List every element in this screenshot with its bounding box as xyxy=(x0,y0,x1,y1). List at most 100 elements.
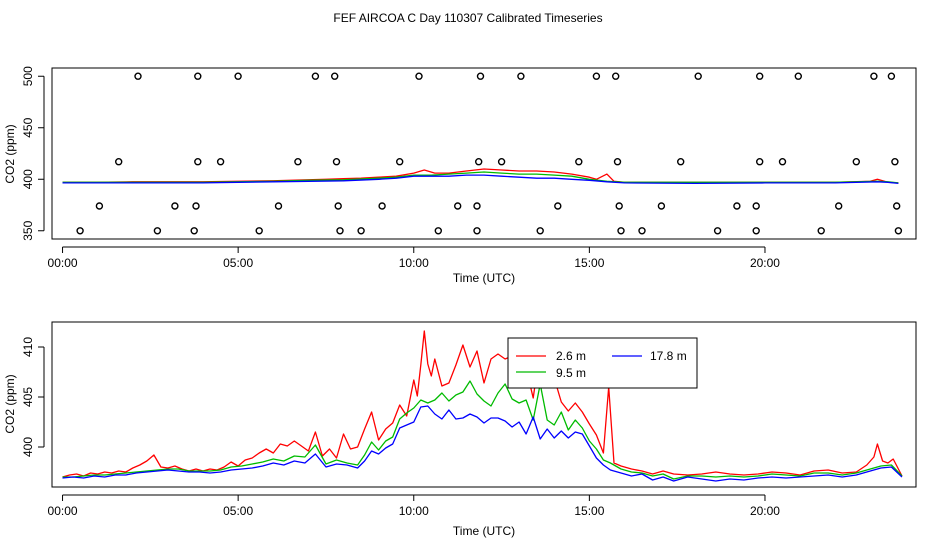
calibration-point xyxy=(733,202,741,210)
top-plot-frame xyxy=(51,67,917,240)
calibration-point xyxy=(274,202,283,210)
calibration-point xyxy=(657,202,666,210)
bottom-x-tick-label: 05:00 xyxy=(223,504,253,518)
calibration-point xyxy=(311,72,320,80)
calibration-point xyxy=(475,157,483,166)
top-x-tick-label: 15:00 xyxy=(574,256,604,270)
calibration-point xyxy=(114,157,123,166)
calibration-point xyxy=(334,202,342,210)
bottom-x-tick-label: 00:00 xyxy=(48,504,78,518)
top-y-tick-label: 500 xyxy=(21,66,35,86)
calibration-point xyxy=(677,157,685,166)
bottom-y-tick-label: 405 xyxy=(21,387,35,407)
calibration-point xyxy=(194,157,202,166)
bottom-series-line-2-6-m xyxy=(62,330,903,478)
calibration-point xyxy=(713,227,722,235)
top-x-tick-label: 00:00 xyxy=(48,256,78,270)
calibration-point xyxy=(756,157,764,166)
calibration-point xyxy=(415,72,423,80)
calibration-point xyxy=(613,157,622,166)
bottom-y-tick-label: 400 xyxy=(21,437,35,457)
calibration-point xyxy=(752,227,760,235)
calibration-point xyxy=(434,227,442,235)
bottom-series-line-17-8-m xyxy=(62,405,903,482)
bottom-plot-frame xyxy=(51,321,917,488)
top-series-group xyxy=(62,168,899,185)
top-x-axis: 00:00 05:00 10:00 15:00 20:00 xyxy=(48,246,780,270)
calibration-point xyxy=(752,202,760,210)
calibration-point xyxy=(835,202,843,210)
calibration-point xyxy=(592,72,601,80)
calibration-point xyxy=(638,227,646,235)
calibration-point xyxy=(332,157,341,166)
top-y-tick-label: 400 xyxy=(21,169,35,189)
bottom-y-tick-label: 410 xyxy=(21,337,35,357)
top-x-tick-label: 05:00 xyxy=(223,256,253,270)
calibration-point xyxy=(331,72,339,80)
calibration-point xyxy=(887,72,896,80)
calibration-point xyxy=(473,227,481,235)
top-y-axis-label: CO2 (ppm) xyxy=(3,124,17,183)
calibration-point xyxy=(870,72,878,80)
top-calibration-points xyxy=(76,72,903,235)
top-x-tick-label: 20:00 xyxy=(750,256,780,270)
bottom-x-tick-label: 15:00 xyxy=(574,504,604,518)
bottom-x-axis: 00:00 05:00 10:00 15:00 20:00 xyxy=(48,494,780,518)
bottom-y-axis: 400 405 410 xyxy=(21,337,45,457)
chart-title: FEF AIRCOA C Day 110307 Calibrated Times… xyxy=(333,11,602,25)
top-series-line-17-8-m xyxy=(62,174,899,185)
calibration-point xyxy=(894,227,903,235)
calibration-point xyxy=(893,202,901,210)
top-y-axis: 350 400 450 500 xyxy=(21,66,45,241)
calibration-point xyxy=(95,202,104,210)
legend-box xyxy=(507,337,698,389)
calibration-point xyxy=(171,202,179,210)
top-series-line-2-6-m xyxy=(62,168,899,184)
legend: 2.6 m 9.5 m 17.8 m xyxy=(507,337,698,389)
calibration-point xyxy=(396,157,404,166)
calibration-point xyxy=(336,227,344,235)
calibration-point xyxy=(378,202,386,210)
bottom-x-tick-label: 20:00 xyxy=(750,504,780,518)
calibration-point xyxy=(852,157,860,166)
calibration-point xyxy=(255,227,263,235)
top-series-line-9-5-m xyxy=(62,171,899,184)
bottom-x-axis-label: Time (UTC) xyxy=(453,524,515,538)
top-y-tick-label: 450 xyxy=(21,117,35,137)
calibration-point xyxy=(194,72,202,80)
calibration-point xyxy=(536,227,544,235)
calibration-point xyxy=(134,72,142,80)
top-y-tick-label: 350 xyxy=(21,220,35,240)
calibration-point xyxy=(694,72,702,80)
calibration-point xyxy=(778,157,787,166)
calibration-point xyxy=(817,227,825,235)
calibration-point xyxy=(190,227,198,235)
calibration-point xyxy=(454,202,462,210)
calibration-point xyxy=(216,157,225,166)
calibration-point xyxy=(517,72,525,80)
bottom-series-group xyxy=(62,330,903,482)
calibration-point xyxy=(756,72,764,80)
bottom-x-tick-label: 10:00 xyxy=(399,504,429,518)
calibration-point xyxy=(575,157,583,166)
top-x-tick-label: 10:00 xyxy=(399,256,429,270)
calibration-point xyxy=(234,72,242,80)
calibration-point xyxy=(294,157,302,166)
calibration-point xyxy=(617,227,625,235)
legend-label-2-6m: 2.6 m xyxy=(556,349,586,363)
top-x-axis-label: Time (UTC) xyxy=(453,271,515,285)
bottom-y-axis-label: CO2 (ppm) xyxy=(3,374,17,433)
top-panel: 00:00 05:00 10:00 15:00 20:00 350 400 450 500 T… xyxy=(3,66,917,285)
calibration-point xyxy=(612,72,620,80)
calibration-point xyxy=(615,202,623,210)
calibration-point xyxy=(891,157,899,166)
calibration-point xyxy=(794,72,802,80)
calibration-point xyxy=(153,227,162,235)
calibration-point xyxy=(473,202,481,210)
calibration-point xyxy=(192,202,200,210)
bottom-series-line-9-5-m xyxy=(62,380,903,480)
calibration-point xyxy=(76,227,84,235)
legend-label-9-5m: 9.5 m xyxy=(556,366,586,380)
